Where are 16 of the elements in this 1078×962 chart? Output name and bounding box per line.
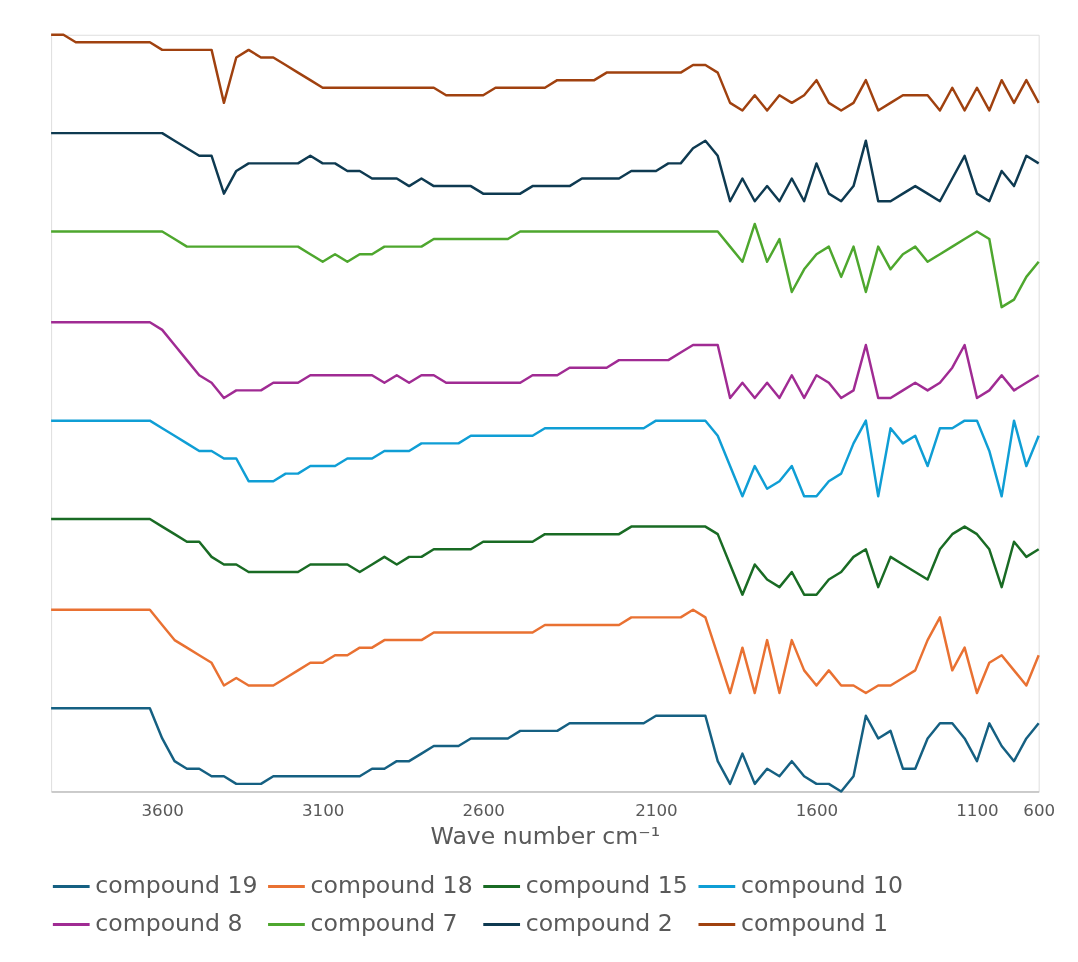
legend-label: compound 8 bbox=[95, 909, 243, 938]
x-tick-label: 1100 bbox=[956, 800, 999, 821]
x-tick-label: 1600 bbox=[795, 800, 839, 821]
legend-label: compound 7 bbox=[310, 909, 458, 938]
x-axis-title: Wave number cm⁻¹ bbox=[430, 822, 661, 850]
x-tick-label: 3600 bbox=[141, 800, 184, 821]
legend-label: compound 18 bbox=[310, 871, 473, 900]
x-tick-label: 600 bbox=[1023, 800, 1056, 821]
legend-label: compound 2 bbox=[525, 909, 673, 938]
x-tick-label: 2600 bbox=[462, 800, 505, 821]
legend-label: compound 10 bbox=[740, 871, 904, 900]
x-tick-label: 2100 bbox=[635, 800, 678, 821]
legend-label: compound 15 bbox=[525, 871, 688, 900]
x-tick-label: 3100 bbox=[301, 800, 345, 821]
legend-label: compound 19 bbox=[95, 871, 258, 900]
legend-label: compound 1 bbox=[740, 909, 889, 938]
